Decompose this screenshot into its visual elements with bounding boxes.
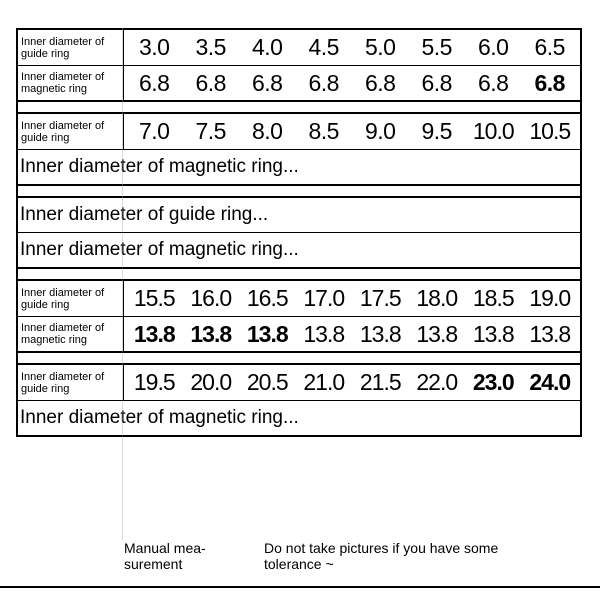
val: 13.8: [522, 321, 579, 348]
label-magnetic: Inner diameter of magnetic ring: [18, 317, 124, 351]
row-b5-guide: Inner diameter of guide ring 19.5 20.0 2…: [18, 365, 580, 401]
label-guide: Inner diameter of guide ring: [18, 281, 124, 316]
val: 6.8: [126, 70, 183, 97]
label-guide: Inner diameter of guide ring: [18, 114, 124, 149]
val: 13.8: [296, 321, 353, 348]
val: 6.8: [183, 70, 240, 97]
cells-b5-guide: 19.5 20.0 20.5 21.0 21.5 22.0 23.0 24.0: [124, 365, 580, 400]
val: 6.8: [352, 70, 409, 97]
gap: [18, 186, 580, 198]
val: 6.8: [522, 70, 579, 97]
val: 5.0: [352, 34, 409, 61]
val: 6.8: [296, 70, 353, 97]
cells-b4-magnetic: 13.8 13.8 13.8 13.8 13.8 13.8 13.8 13.8: [124, 317, 580, 351]
val: 20.5: [239, 369, 296, 396]
val: 4.0: [239, 34, 296, 61]
cells-b4-guide: 15.5 16.0 16.5 17.0 17.5 18.0 18.5 19.0: [124, 281, 580, 316]
label-guide: Inner diameter of guide ring: [18, 30, 124, 65]
val: 7.5: [183, 118, 240, 145]
row-b1-guide: Inner diameter of guide ring 3.0 3.5 4.0…: [18, 30, 580, 66]
row-b2-magnetic-trunc: Inner diameter of magnetic ring...: [18, 150, 580, 186]
val: 23.0: [465, 369, 522, 396]
val: 13.8: [126, 321, 183, 348]
val: 6.8: [239, 70, 296, 97]
val: 13.8: [239, 321, 296, 348]
val: 6.5: [522, 34, 579, 61]
row-b1-magnetic: Inner diameter of magnetic ring 6.8 6.8 …: [18, 66, 580, 102]
row-b2-guide: Inner diameter of guide ring 7.0 7.5 8.0…: [18, 114, 580, 150]
cells-b1-guide: 3.0 3.5 4.0 4.5 5.0 5.5 6.0 6.5: [124, 30, 580, 65]
spec-table: Inner diameter of guide ring 3.0 3.5 4.0…: [16, 28, 582, 437]
val: 22.0: [409, 369, 466, 396]
val: 13.8: [409, 321, 466, 348]
val: 8.5: [296, 118, 353, 145]
row-b4-magnetic: Inner diameter of magnetic ring 13.8 13.…: [18, 317, 580, 353]
gap: [18, 269, 580, 281]
gap: [18, 353, 580, 365]
val: 18.5: [465, 285, 522, 312]
row-b3-magnetic-trunc: Inner diameter of magnetic ring...: [18, 233, 580, 269]
val: 21.5: [352, 369, 409, 396]
val: 18.0: [409, 285, 466, 312]
cells-b2-guide: 7.0 7.5 8.0 8.5 9.0 9.5 10.0 10.5: [124, 114, 580, 149]
val: 20.0: [183, 369, 240, 396]
val: 5.5: [409, 34, 466, 61]
footer-right: Do not take pictures if you have some to…: [264, 540, 544, 572]
val: 10.5: [522, 118, 579, 145]
val: 3.0: [126, 34, 183, 61]
val: 19.0: [522, 285, 579, 312]
val: 6.0: [465, 34, 522, 61]
row-b3-guide-trunc: Inner diameter of guide ring...: [18, 198, 580, 233]
val: 17.5: [352, 285, 409, 312]
cells-b1-magnetic: 6.8 6.8 6.8 6.8 6.8 6.8 6.8 6.8: [124, 66, 580, 100]
val: 16.5: [239, 285, 296, 312]
val: 3.5: [183, 34, 240, 61]
val: 16.0: [183, 285, 240, 312]
row-b5-magnetic-trunc: Inner diameter of magnetic ring...: [18, 401, 580, 435]
val: 8.0: [239, 118, 296, 145]
val: 24.0: [522, 369, 579, 396]
gap: [18, 102, 580, 114]
label-guide: Inner diameter of guide ring: [18, 365, 124, 400]
footer-left: Manual mea- surement: [124, 540, 224, 572]
val: 7.0: [126, 118, 183, 145]
val: 10.0: [465, 118, 522, 145]
val: 21.0: [296, 369, 353, 396]
bottom-rule: [0, 586, 600, 588]
label-magnetic: Inner diameter of magnetic ring: [18, 66, 124, 100]
val: 9.5: [409, 118, 466, 145]
val: 6.8: [409, 70, 466, 97]
row-b4-guide: Inner diameter of guide ring 15.5 16.0 1…: [18, 281, 580, 317]
val: 15.5: [126, 285, 183, 312]
val: 9.0: [352, 118, 409, 145]
val: 13.8: [183, 321, 240, 348]
val: 17.0: [296, 285, 353, 312]
val: 19.5: [126, 369, 183, 396]
val: 6.8: [465, 70, 522, 97]
footer: Manual mea- surement Do not take picture…: [16, 540, 582, 572]
val: 13.8: [352, 321, 409, 348]
val: 4.5: [296, 34, 353, 61]
val: 13.8: [465, 321, 522, 348]
